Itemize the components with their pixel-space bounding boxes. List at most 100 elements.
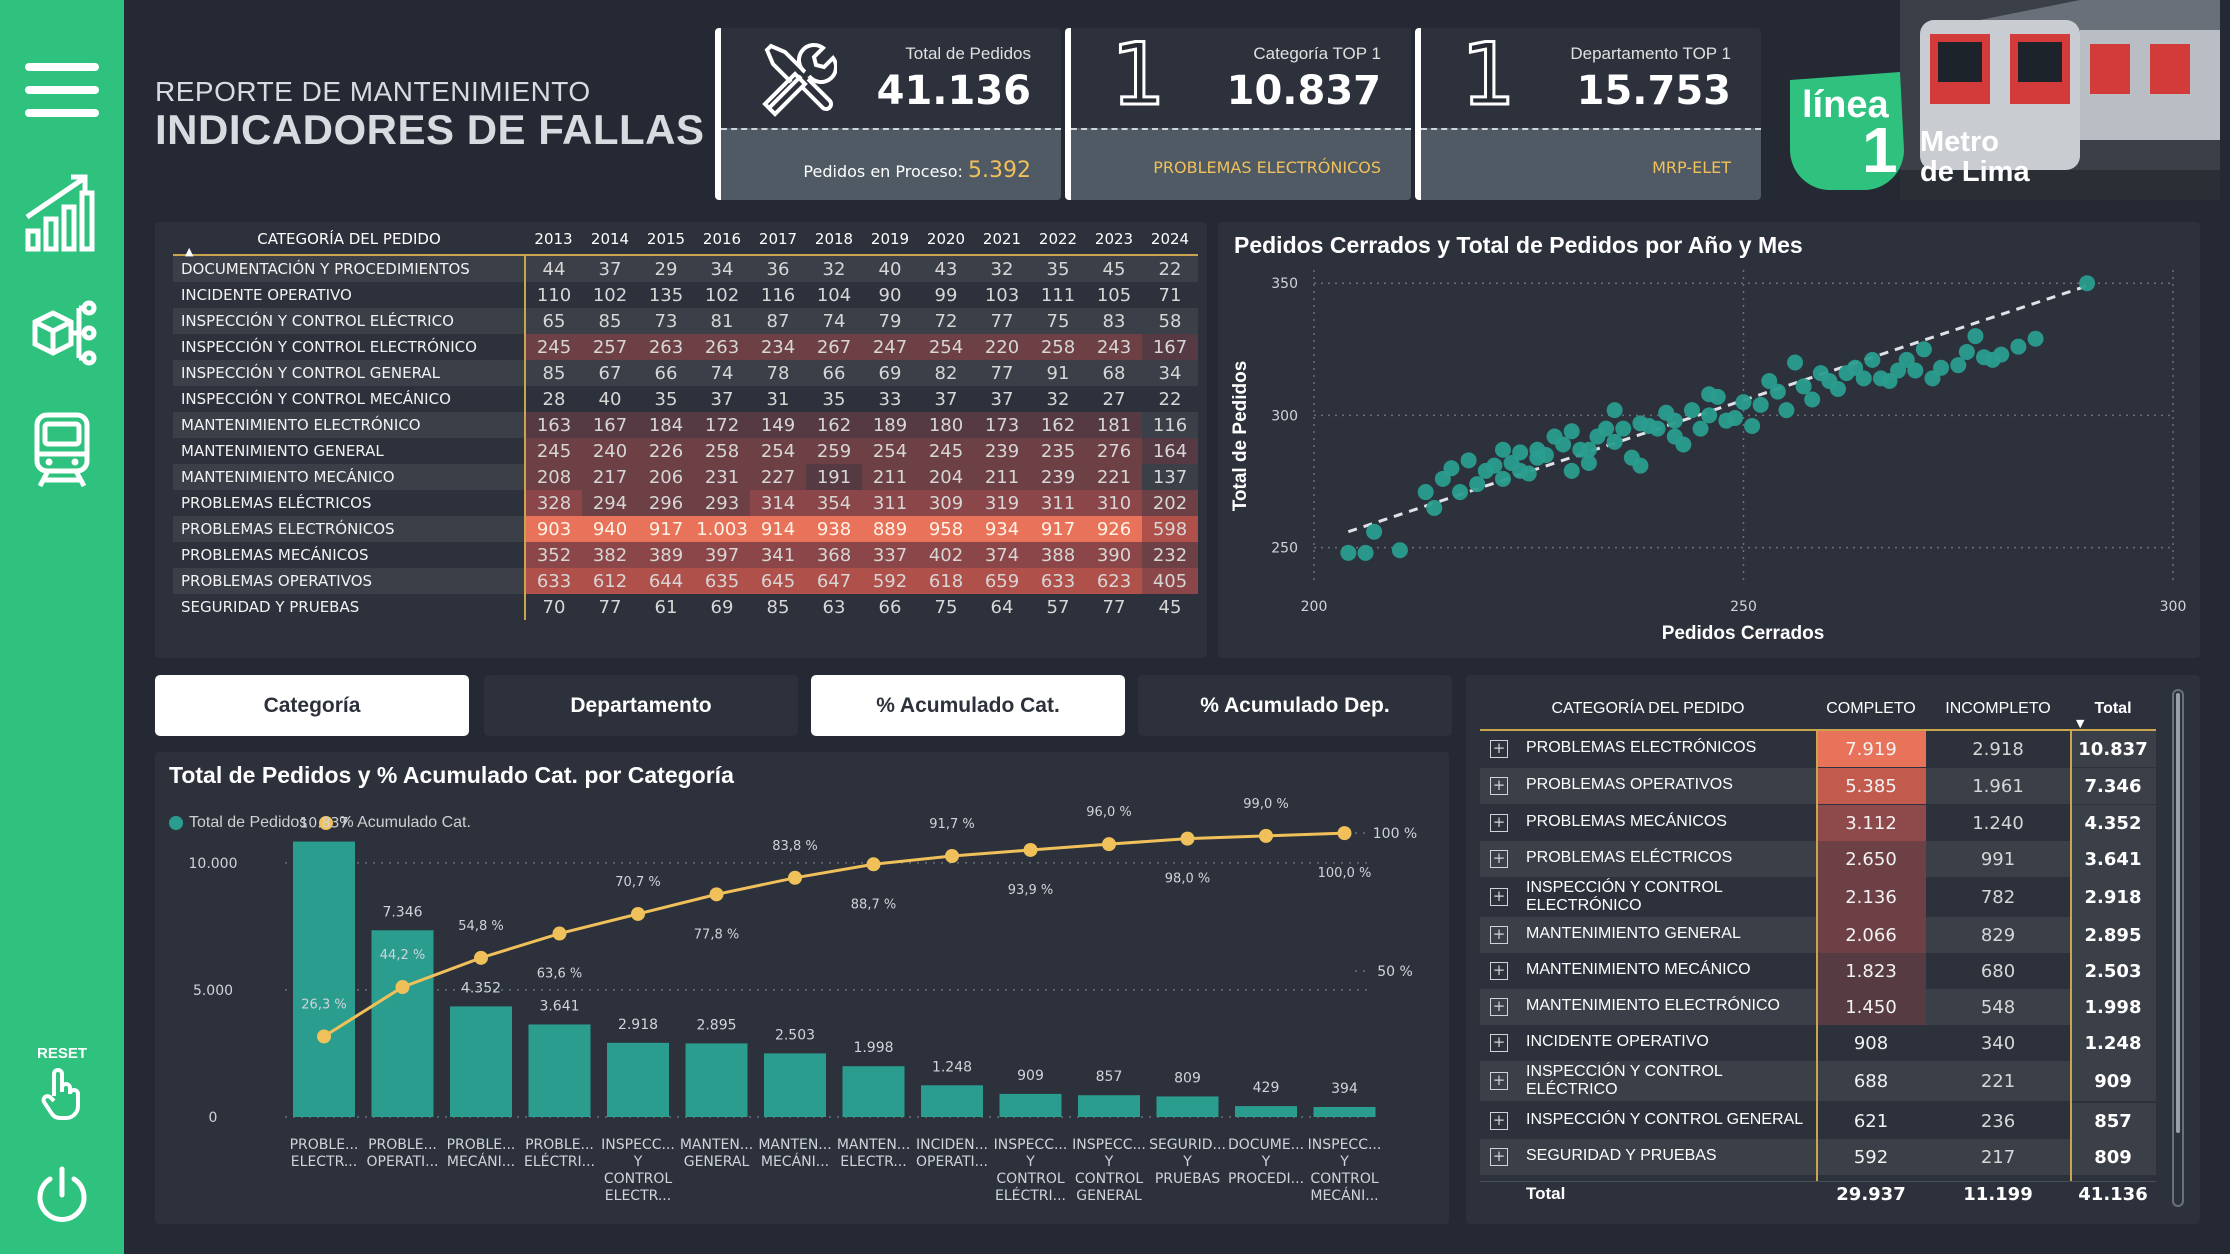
scatter-point[interactable]	[1606, 402, 1623, 419]
matrix-header-year[interactable]: 2019	[870, 230, 910, 248]
scatter-point[interactable]	[2027, 330, 2044, 347]
bar-total-pedidos[interactable]	[999, 1093, 1062, 1117]
scatter-point[interactable]	[1795, 378, 1812, 395]
scatter-point[interactable]	[1460, 452, 1477, 469]
scatter-point[interactable]	[1778, 402, 1795, 419]
bar-total-pedidos[interactable]	[921, 1085, 983, 1117]
expand-icon[interactable]: +	[1490, 1034, 1508, 1052]
scrollbar-thumb[interactable]	[2176, 693, 2180, 1133]
matrix-row[interactable]: DOCUMENTACIÓN Y PROCEDIMIENTOS 44 37 29 34 36…	[173, 255, 1198, 282]
matrix-row[interactable]: INCIDENTE OPERATIVO 110 102 135 102 116 104 90 9…	[173, 282, 1198, 308]
bar-total-pedidos[interactable]	[293, 841, 355, 1117]
scatter-point[interactable]	[1563, 462, 1580, 479]
scatter-point[interactable]	[1924, 370, 1941, 387]
scatter-point[interactable]	[1735, 394, 1752, 411]
scatter-point[interactable]	[1744, 417, 1761, 434]
scatter-point[interactable]	[1890, 362, 1907, 379]
button-departamento[interactable]: Departamento	[484, 675, 798, 736]
scatter-point[interactable]	[1391, 542, 1408, 559]
scatter-point[interactable]	[1357, 544, 1374, 561]
acumulado-point[interactable]	[395, 980, 410, 995]
matrix-header-year[interactable]: 2016	[702, 230, 742, 248]
expand-icon[interactable]: +	[1490, 888, 1508, 906]
train-icon[interactable]	[20, 405, 104, 495]
matrix-header-category[interactable]: CATEGORÍA DEL PEDIDO ▲	[173, 224, 525, 258]
acumulado-point[interactable]	[1023, 842, 1038, 857]
scatter-point[interactable]	[1615, 420, 1632, 437]
acumulado-point[interactable]	[552, 926, 567, 941]
scatter-point[interactable]	[1967, 328, 1984, 345]
status-table-row[interactable]: + INSPECCIÓN Y CONTROL ELECTRÓNICO 2.136 78…	[1480, 877, 2156, 917]
scatter-chart[interactable]: 250 300 350 200 250 300 Pedidos Cerrados Total …	[1218, 222, 2200, 658]
matrix-row[interactable]: SEGURIDAD Y PRUEBAS 70 77 61 69 85 63 66 75 64 57 7…	[173, 594, 1198, 620]
scatter-point[interactable]	[1426, 499, 1443, 516]
scatter-point[interactable]	[1340, 544, 1357, 561]
matrix-row[interactable]: PROBLEMAS ELÉCTRICOS 328 294 296 293 314 354 31…	[173, 490, 1198, 516]
acumulado-point[interactable]	[945, 849, 959, 864]
button-acumulado-cat[interactable]: % Acumulado Cat.	[811, 675, 1125, 736]
bar-total-pedidos[interactable]	[1235, 1106, 1297, 1117]
status-table-row[interactable]: + MANTENIMIENTO GENERAL 2.066 829 2.895	[1480, 917, 2156, 953]
matrix-header-year[interactable]: 2024	[1150, 230, 1190, 248]
scatter-point[interactable]	[1761, 373, 1778, 390]
scatter-point[interactable]	[1632, 457, 1649, 474]
button-acumulado-dep[interactable]: % Acumulado Dep.	[1138, 675, 1452, 736]
header-completo[interactable]: COMPLETO	[1826, 700, 1916, 717]
bar-total-pedidos[interactable]	[371, 930, 434, 1117]
scatter-point[interactable]	[1752, 396, 1769, 413]
scatter-point[interactable]	[1726, 410, 1743, 427]
scatter-point[interactable]	[1417, 484, 1434, 501]
scatter-point[interactable]	[1915, 341, 1932, 358]
status-table-row[interactable]: + INSPECCIÓN Y CONTROL GENERAL 621 236 857	[1480, 1103, 2156, 1139]
matrix-row[interactable]: MANTENIMIENTO ELECTRÓNICO 163 167 184 172 149…	[173, 412, 1198, 438]
scatter-point[interactable]	[1520, 465, 1537, 482]
scatter-point[interactable]	[1898, 351, 1915, 368]
matrix-header-year[interactable]: 2023	[1094, 230, 1134, 248]
bar-total-pedidos[interactable]	[528, 1024, 591, 1117]
matrix-header-year[interactable]: 2015	[646, 230, 686, 248]
bar-total-pedidos[interactable]	[450, 1006, 512, 1117]
scatter-point[interactable]	[1486, 457, 1503, 474]
scatter-point[interactable]	[1847, 359, 1864, 376]
acumulado-point[interactable]	[474, 950, 488, 965]
scatter-point[interactable]	[2079, 275, 2096, 292]
scatter-point[interactable]	[1494, 470, 1511, 487]
scatter-point[interactable]	[1950, 357, 1967, 374]
bar-total-pedidos[interactable]	[842, 1066, 905, 1117]
acumulado-point[interactable]	[317, 1029, 331, 1044]
scatter-point[interactable]	[1666, 412, 1683, 429]
scatter-point[interactable]	[1555, 436, 1572, 453]
scatter-point[interactable]	[1701, 407, 1718, 424]
expand-icon[interactable]: +	[1490, 926, 1508, 944]
cube-network-icon[interactable]	[20, 290, 104, 375]
scatter-point[interactable]	[1855, 370, 1872, 387]
chart-growth-icon[interactable]	[20, 170, 104, 255]
matrix-header-year[interactable]: 2018	[814, 230, 854, 248]
matrix-row[interactable]: PROBLEMAS OPERATIVOS 633 612 644 635 645 647 59…	[173, 568, 1198, 594]
scatter-point[interactable]	[1881, 373, 1898, 390]
bar-total-pedidos[interactable]	[607, 1042, 669, 1117]
matrix-row[interactable]: INSPECCIÓN Y CONTROL ELÉCTRICO 65 85 73 81 87…	[173, 308, 1198, 334]
acumulado-point[interactable]	[866, 857, 881, 872]
scatter-point[interactable]	[1580, 441, 1597, 458]
header-incompleto[interactable]: INCOMPLETO	[1945, 700, 2051, 717]
matrix-row[interactable]: MANTENIMIENTO MECÁNICO 208 217 206 231 227 191…	[173, 464, 1198, 490]
sort-desc-icon[interactable]: ▼	[2076, 717, 2085, 730]
scatter-point[interactable]	[1443, 460, 1460, 477]
scatter-point[interactable]	[1598, 420, 1615, 437]
expand-icon[interactable]: +	[1490, 998, 1508, 1016]
scatter-point[interactable]	[1649, 420, 1666, 437]
scatter-point[interactable]	[1494, 441, 1511, 458]
bar-total-pedidos[interactable]	[764, 1053, 826, 1117]
acumulado-point[interactable]	[788, 870, 802, 885]
hand-pointer-icon[interactable]	[20, 1065, 104, 1120]
scatter-point[interactable]	[1804, 391, 1821, 408]
scatter-point[interactable]	[1933, 359, 1950, 376]
acumulado-point[interactable]	[1102, 837, 1116, 852]
bar-total-pedidos[interactable]	[1313, 1106, 1376, 1117]
status-table-row[interactable]: + PROBLEMAS ELÉCTRICOS 2.650 991 3.641	[1480, 841, 2156, 877]
expand-icon[interactable]: +	[1490, 850, 1508, 868]
status-table-scrollbar[interactable]	[2172, 689, 2184, 1207]
status-table-row[interactable]: + MANTENIMIENTO MECÁNICO 1.823 680 2.503	[1480, 953, 2156, 989]
